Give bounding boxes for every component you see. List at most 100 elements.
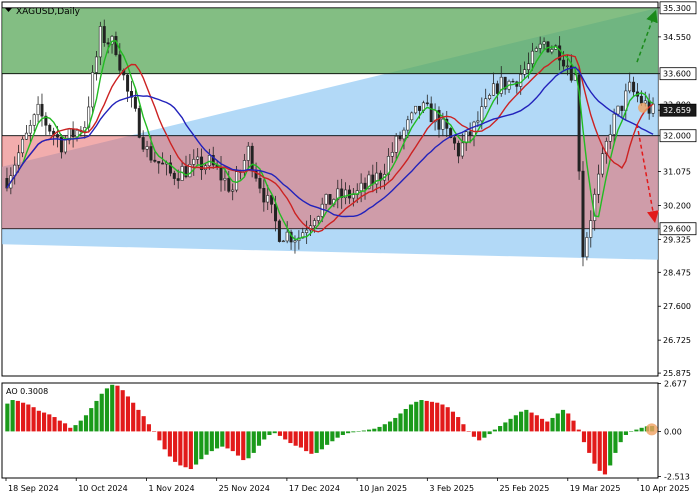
ao-bar bbox=[330, 431, 335, 442]
ao-axis: 2.677 0.00 -2.513 bbox=[658, 379, 690, 481]
time-tick-label: 18 Sep 2024 bbox=[8, 484, 59, 493]
ao-bar bbox=[393, 417, 398, 432]
price-tick-label: 32.000 bbox=[663, 132, 691, 141]
candle-body bbox=[589, 220, 593, 238]
price-tick-label: 28.475 bbox=[663, 268, 691, 277]
candle-body bbox=[91, 72, 95, 108]
ao-bar bbox=[424, 400, 429, 432]
ao-label: AO 0.3008 bbox=[6, 387, 48, 396]
candle-body bbox=[530, 50, 534, 65]
time-tick-label: 25 Feb 2025 bbox=[500, 484, 550, 493]
ao-bar bbox=[256, 431, 262, 446]
time-tick-label: 19 Mar 2025 bbox=[570, 484, 621, 493]
ao-bar bbox=[277, 431, 283, 436]
candle-body bbox=[145, 146, 149, 150]
ao-marker bbox=[645, 423, 658, 436]
candle-body bbox=[550, 49, 554, 53]
candle-body bbox=[301, 232, 305, 239]
candle-body bbox=[639, 95, 643, 104]
candle-body bbox=[491, 83, 495, 96]
candle-body bbox=[188, 164, 192, 178]
price-tick-label: 33.600 bbox=[663, 70, 691, 79]
ao-bar bbox=[41, 412, 47, 432]
candle-body bbox=[48, 124, 52, 132]
time-tick-label: 1 Nov 2024 bbox=[148, 484, 194, 493]
time-tick-label: 10 Apr 2025 bbox=[640, 484, 689, 493]
candle-body bbox=[643, 100, 647, 104]
candle-body bbox=[24, 132, 28, 140]
ao-bar bbox=[183, 431, 188, 468]
ao-bar bbox=[471, 431, 476, 437]
candle-body bbox=[565, 65, 569, 68]
ao-bar bbox=[351, 431, 356, 433]
ao-bar bbox=[251, 431, 256, 453]
ao-bar bbox=[262, 431, 267, 440]
candle-body bbox=[503, 76, 507, 90]
candle-body bbox=[472, 121, 476, 136]
candle-body bbox=[445, 118, 449, 129]
ao-bar bbox=[366, 429, 372, 432]
time-tick-label: 10 Jan 2025 bbox=[359, 484, 407, 493]
ao-bar bbox=[498, 426, 503, 432]
candle-body bbox=[223, 178, 227, 181]
candle-body bbox=[312, 220, 316, 227]
ao-bar bbox=[587, 431, 592, 453]
ao-bar bbox=[508, 418, 513, 432]
ao-bar bbox=[209, 431, 214, 452]
ao-panel: AO 0.3008 bbox=[1, 382, 659, 479]
candle-body bbox=[402, 129, 406, 140]
candle-body bbox=[600, 153, 604, 175]
ao-bar bbox=[356, 431, 361, 432]
ao-bar bbox=[52, 417, 57, 432]
ao-bar bbox=[141, 416, 146, 432]
candle-body bbox=[176, 178, 180, 181]
time-axis: 18 Sep 2024 10 Oct 2024 1 Nov 2024 25 Nov 2… bbox=[5, 478, 689, 493]
ao-bar bbox=[110, 384, 115, 432]
ao-bar bbox=[21, 402, 26, 432]
ao-bar bbox=[173, 431, 178, 462]
candle-body bbox=[17, 152, 21, 166]
candle-body bbox=[344, 189, 348, 198]
ao-bar bbox=[550, 417, 555, 432]
ao-bar bbox=[68, 427, 73, 432]
candle-body bbox=[40, 103, 44, 117]
price-tick-label: 27.600 bbox=[663, 302, 691, 311]
ao-bar bbox=[136, 409, 141, 432]
candle-body bbox=[157, 161, 161, 164]
ao-bar bbox=[15, 400, 20, 432]
candle-body bbox=[597, 173, 601, 195]
ao-bar bbox=[581, 431, 587, 443]
candle-body bbox=[235, 171, 239, 191]
candle-body bbox=[476, 120, 480, 123]
ao-bar bbox=[450, 411, 456, 432]
ao-bar bbox=[566, 413, 571, 432]
ao-bar bbox=[639, 427, 644, 432]
symbol-menu-icon[interactable] bbox=[5, 8, 12, 12]
price-tick-label: 25.875 bbox=[663, 369, 691, 378]
candle-body bbox=[71, 128, 75, 138]
candle-body bbox=[410, 112, 414, 121]
candle-body bbox=[28, 125, 32, 134]
candle-body bbox=[231, 189, 235, 192]
ao-bar bbox=[440, 404, 445, 432]
ao-bar bbox=[545, 421, 550, 432]
ao-bar bbox=[456, 417, 461, 432]
candle-body bbox=[161, 162, 165, 165]
candle-body bbox=[266, 195, 270, 203]
ao-bar bbox=[309, 431, 314, 454]
ma-slow-line bbox=[6, 66, 654, 218]
ao-bar bbox=[146, 424, 151, 432]
candle-body bbox=[511, 80, 515, 83]
ao-bar bbox=[372, 428, 377, 432]
ao-bar bbox=[325, 431, 330, 445]
candle-body bbox=[608, 134, 612, 142]
time-tick-label: 3 Feb 2025 bbox=[429, 484, 474, 493]
candle-body bbox=[429, 103, 433, 123]
price-axis: 35.30034.55033.60032.80032.65932.00031.0… bbox=[658, 1, 697, 378]
candle-body bbox=[258, 177, 262, 189]
candle-body bbox=[254, 170, 258, 179]
candle-body bbox=[484, 98, 488, 107]
candle-body bbox=[110, 36, 114, 45]
ao-bar bbox=[125, 396, 131, 432]
ao-bar bbox=[461, 424, 466, 432]
